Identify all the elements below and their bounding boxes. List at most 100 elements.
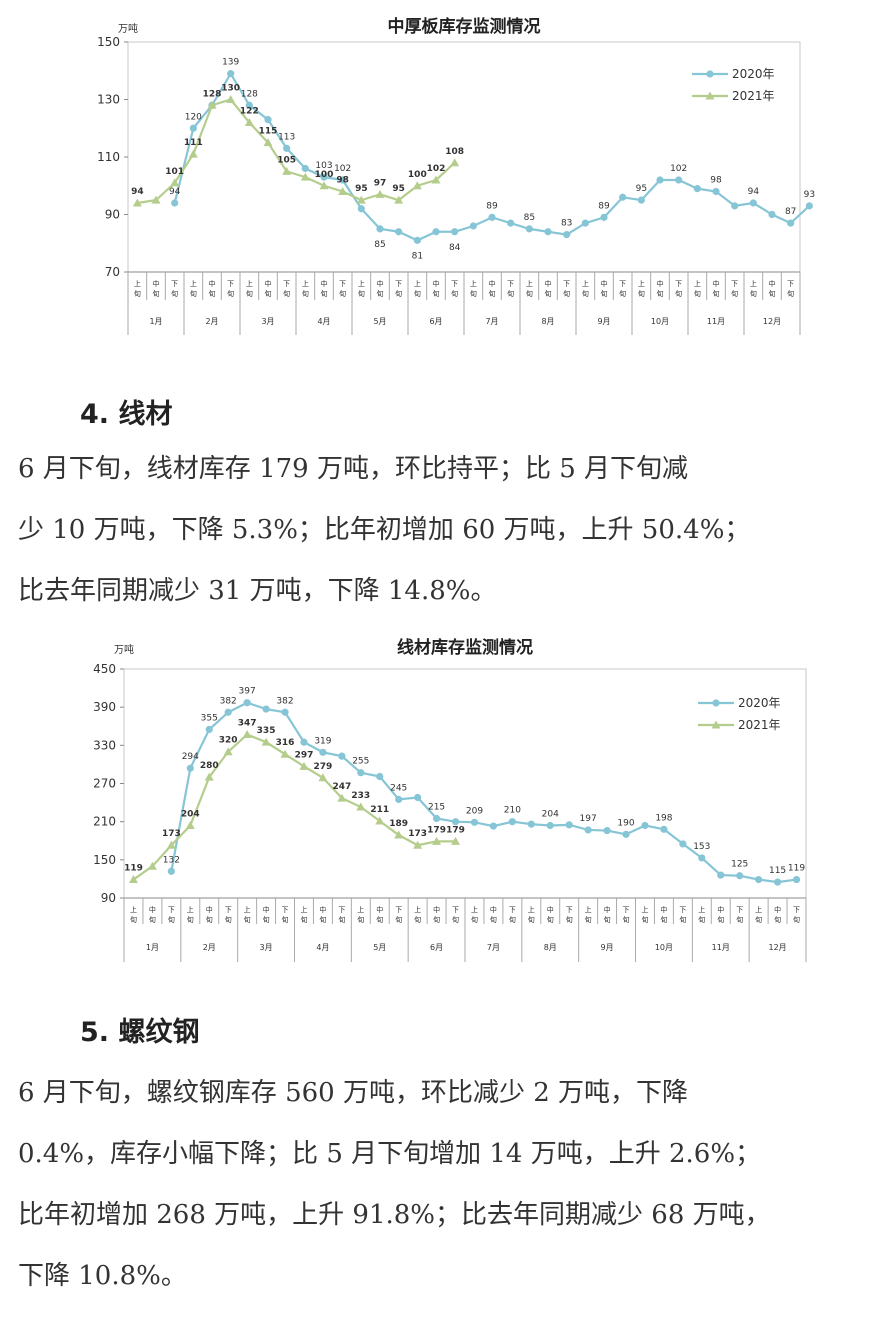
marker-2020 — [245, 101, 253, 109]
y-tick-label: 90 — [105, 208, 120, 222]
marker-2020 — [736, 872, 744, 880]
marker-2020 — [675, 176, 683, 184]
section4-paragraph: 6 月下旬，线材库存 179 万吨，环比持平；比 5 月下旬减 少 10 万吨，… — [18, 439, 863, 622]
marker-2020 — [581, 219, 589, 227]
data-label-2020: 103 — [315, 161, 332, 171]
data-label-2020: 102 — [670, 164, 687, 174]
y-tick-label: 130 — [97, 93, 120, 107]
tenday-label: 上旬 — [300, 905, 307, 924]
marker-2020 — [357, 205, 365, 213]
tenday-label: 上旬 — [755, 905, 762, 924]
section5-line: 0.4%，库存小幅下降；比 5 月下旬增加 14 万吨，上升 2.6%； — [18, 1139, 762, 1169]
tenday-label: 上旬 — [190, 279, 197, 298]
data-label-2021: 122 — [240, 107, 259, 117]
tenday-label: 下旬 — [787, 280, 794, 298]
tenday-label: 下旬 — [793, 906, 800, 924]
tenday-label: 下旬 — [171, 280, 178, 298]
section4-line: 比去年同期减少 31 万吨，下降 14.8%。 — [18, 576, 497, 606]
data-label-2020: 125 — [731, 860, 748, 870]
section4-line: 少 10 万吨，下降 5.3%；比年初增加 60 万吨，上升 50.4%； — [18, 515, 751, 545]
y-tick-label: 390 — [93, 700, 116, 714]
marker-2021 — [356, 195, 366, 204]
month-label: 9月 — [601, 943, 614, 952]
marker-2020 — [679, 840, 687, 848]
data-label-2020: 198 — [655, 813, 672, 823]
data-label-2021: 347 — [238, 719, 257, 729]
month-label: 3月 — [261, 317, 274, 326]
legend-marker — [711, 720, 721, 729]
marker-2021 — [128, 875, 138, 884]
month-label: 8月 — [541, 317, 554, 326]
tenday-label: 中旬 — [433, 905, 440, 924]
marker-2021 — [356, 802, 366, 811]
tenday-label: 上旬 — [585, 905, 592, 924]
marker-2020 — [488, 213, 496, 221]
month-label: 6月 — [429, 317, 442, 326]
marker-2020 — [712, 187, 720, 196]
tenday-label: 下旬 — [731, 280, 738, 298]
data-label-2021: 173 — [408, 829, 427, 839]
tenday-label: 上旬 — [302, 279, 309, 298]
marker-2020 — [768, 210, 776, 219]
marker-2020 — [641, 821, 649, 830]
data-label-2020: 98 — [710, 176, 722, 186]
marker-2021 — [280, 749, 290, 758]
tenday-label: 中旬 — [657, 279, 664, 298]
data-label-2020: 209 — [466, 806, 483, 816]
marker-2020 — [338, 752, 346, 760]
data-label-2021: 279 — [314, 762, 333, 772]
tenday-label: 下旬 — [563, 280, 570, 298]
data-label-2020: 190 — [617, 818, 634, 828]
data-label-2021: 97 — [374, 178, 387, 188]
month-label: 2月 — [203, 943, 216, 952]
month-label: 5月 — [373, 943, 386, 952]
data-label-2021: 247 — [332, 782, 351, 792]
unit-label: 万吨 — [118, 22, 138, 35]
legend-marker — [712, 699, 720, 707]
marker-2020 — [243, 699, 251, 707]
y-tick-label: 330 — [93, 738, 116, 752]
data-label-2020: 119 — [788, 864, 805, 874]
month-label: 5月 — [373, 317, 386, 326]
section5-heading: 5. 螺纹钢 — [80, 1017, 200, 1048]
legend-label: 2020年 — [732, 67, 775, 81]
marker-2021 — [375, 816, 385, 825]
marker-2021 — [413, 840, 423, 849]
data-label-2021: 102 — [427, 164, 446, 174]
plate-inventory-chart: 中厚板库存监测情况万吨7090110130150上旬中旬下旬上旬中旬下旬上旬中旬… — [97, 16, 815, 335]
tenday-label: 下旬 — [452, 906, 459, 924]
tenday-label: 下旬 — [168, 906, 175, 924]
marker-2020 — [805, 202, 813, 210]
tenday-label: 下旬 — [339, 280, 346, 298]
tenday-label: 下旬 — [619, 280, 626, 298]
data-label-2020: 319 — [314, 736, 331, 746]
tenday-label: 中旬 — [209, 279, 216, 298]
month-label: 9月 — [597, 317, 610, 326]
marker-2021 — [261, 737, 271, 746]
tenday-label: 中旬 — [321, 279, 328, 298]
marker-2021 — [242, 730, 252, 739]
month-label: 1月 — [146, 943, 159, 952]
data-label-2020: 153 — [693, 842, 710, 852]
data-label-2021: 297 — [295, 750, 314, 760]
data-label-2021: 179 — [427, 825, 446, 835]
tenday-label: 中旬 — [545, 279, 552, 298]
data-label-2020: 84 — [449, 243, 461, 253]
marker-2020 — [469, 222, 477, 230]
legend-label: 2021年 — [738, 718, 781, 732]
tenday-label: 上旬 — [528, 905, 535, 924]
series-line-2020 — [170, 701, 797, 884]
tenday-label: 上旬 — [246, 279, 253, 298]
tenday-label: 中旬 — [263, 905, 270, 924]
marker-2020 — [656, 176, 664, 184]
section4-heading: 4. 线材 — [80, 399, 173, 430]
tenday-label: 下旬 — [507, 280, 514, 298]
data-label-2021: 100 — [315, 170, 334, 180]
data-label-2020: 85 — [374, 240, 385, 250]
marker-2021 — [263, 138, 273, 147]
tenday-label: 下旬 — [675, 280, 682, 298]
data-label-2020: 102 — [334, 164, 351, 174]
tenday-label: 上旬 — [582, 279, 589, 298]
marker-2020 — [527, 820, 535, 828]
marker-2020 — [376, 772, 384, 781]
